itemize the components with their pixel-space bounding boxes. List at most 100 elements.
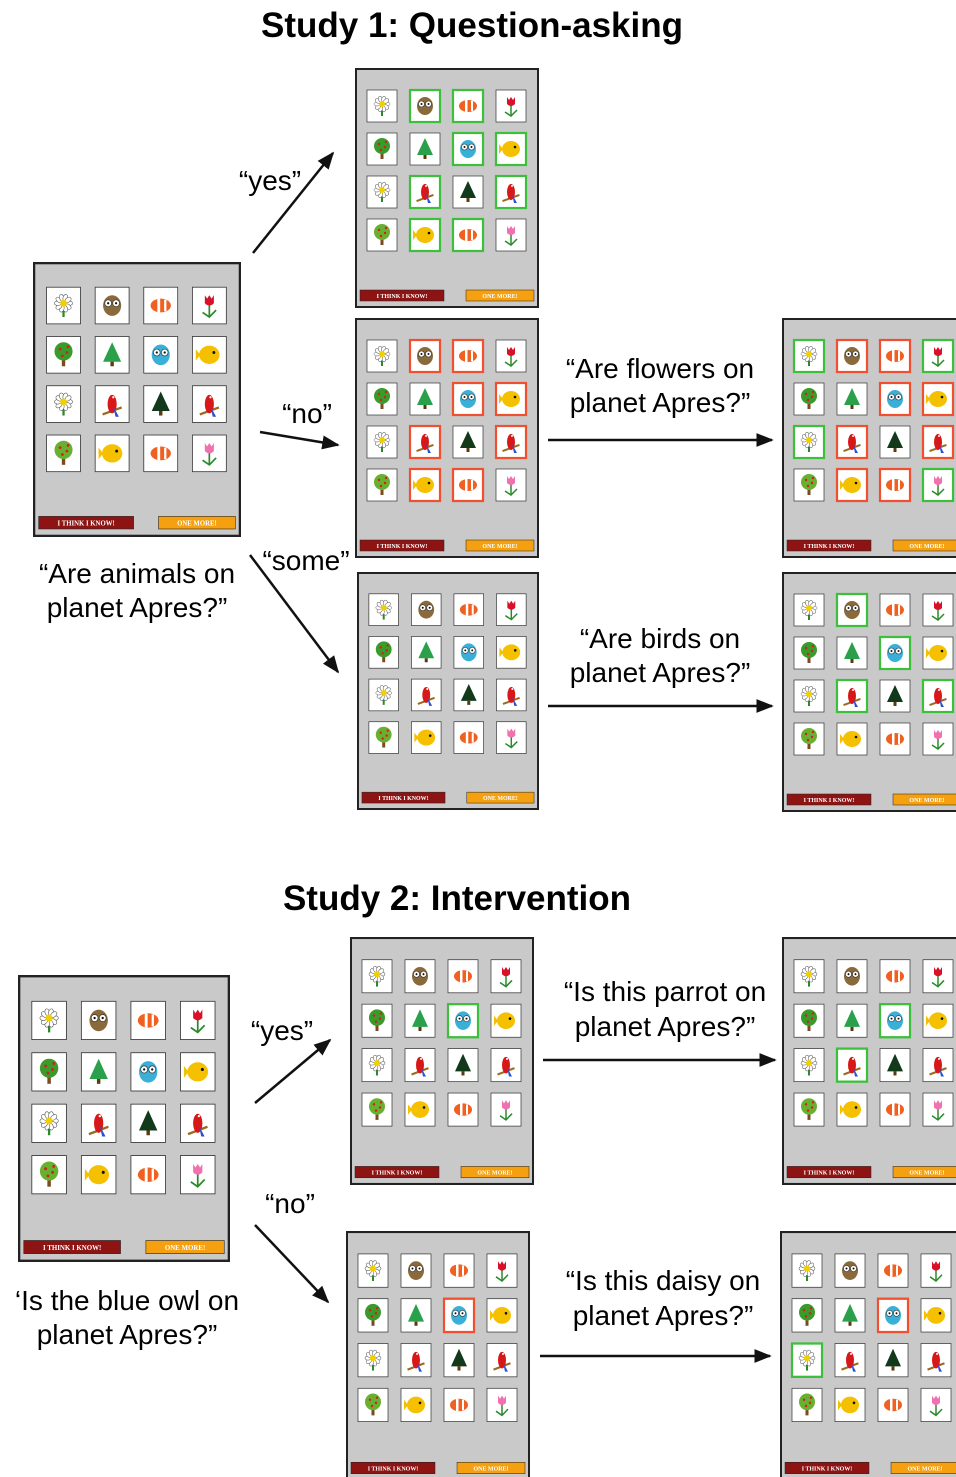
icon-part — [812, 645, 814, 647]
icon-part — [514, 146, 517, 149]
icon-part — [415, 1322, 418, 1326]
icon-part — [811, 736, 813, 738]
icon-part — [381, 605, 387, 611]
button-label: ONE MORE! — [482, 294, 517, 300]
icon-part — [454, 970, 472, 982]
icon-part — [385, 141, 387, 143]
icon-part — [459, 100, 477, 112]
icon-part — [855, 736, 858, 739]
icon-part — [376, 727, 392, 743]
icon-part — [110, 362, 113, 367]
icon-part — [811, 396, 813, 398]
icon-part — [143, 1068, 145, 1070]
icon-part — [848, 353, 850, 355]
icon-part — [467, 701, 470, 705]
icon-part — [851, 405, 854, 409]
button-label: ONE MORE! — [483, 796, 518, 802]
icon-part — [941, 1017, 944, 1020]
icon-part — [151, 299, 171, 313]
icon-part — [138, 1013, 159, 1027]
icon-part — [198, 1115, 200, 1117]
icon-part — [892, 1103, 895, 1115]
icon-part — [936, 1353, 938, 1355]
button-label: ONE MORE! — [473, 1467, 508, 1473]
icon-part — [466, 1104, 468, 1114]
button-label: I THINK I KNOW! — [58, 521, 115, 528]
icon-part — [379, 437, 385, 443]
icon-part — [806, 691, 812, 697]
icon-part — [102, 1017, 104, 1019]
icon-part — [889, 1312, 891, 1314]
button-label: ONE MORE! — [909, 544, 944, 550]
icon-part — [375, 1020, 377, 1022]
icon-part — [465, 100, 468, 112]
branch-label: “some” — [262, 545, 349, 576]
arrow — [255, 1225, 328, 1302]
icon-part — [502, 1353, 504, 1355]
icon-part — [60, 300, 67, 307]
icon-part — [61, 453, 64, 456]
icon-part — [466, 604, 468, 616]
arrow — [255, 1040, 330, 1103]
icon-part — [843, 731, 861, 747]
game-screen: I THINK I KNOW!ONE MORE! — [19, 976, 229, 1261]
icon-part — [801, 728, 817, 744]
icon-part — [855, 973, 857, 975]
icon-part — [423, 973, 425, 975]
icon-part — [376, 641, 392, 657]
icon-part — [471, 351, 473, 361]
follow-up-question: “Is this daisy on — [566, 1265, 761, 1296]
icon-part — [938, 435, 940, 437]
icon-part — [93, 1017, 95, 1019]
button-label: ONE MORE! — [482, 544, 517, 550]
icon-part — [386, 729, 388, 731]
icon-part — [884, 1399, 902, 1412]
icon-part — [462, 1400, 464, 1410]
icon-part — [67, 444, 70, 447]
icon-part — [369, 1009, 385, 1026]
icon-part — [425, 185, 427, 187]
icon-part — [52, 1165, 55, 1168]
icon-part — [852, 435, 854, 437]
game-screen: I THINK I KNOW!ONE MORE! — [351, 938, 533, 1184]
icon-part — [805, 1014, 807, 1016]
icon-part — [384, 232, 386, 234]
button-label: ONE MORE! — [177, 521, 217, 528]
icon-part — [417, 730, 435, 746]
icon-part — [460, 970, 463, 982]
icon-part — [892, 733, 895, 745]
question: ‘Is the blue owl on — [15, 1285, 239, 1316]
icon-part — [846, 1267, 848, 1269]
icon-part — [46, 1014, 53, 1021]
icon-part — [138, 1168, 159, 1182]
icon-part — [892, 1366, 895, 1370]
icon-part — [384, 146, 386, 148]
icon-part — [801, 474, 817, 490]
icon-part — [419, 1402, 422, 1405]
icon-part — [896, 1400, 898, 1410]
icon-part — [843, 1101, 861, 1118]
icon-part — [416, 227, 434, 243]
icon-part — [886, 350, 904, 362]
icon-part — [810, 1396, 812, 1399]
icon-part — [374, 138, 390, 154]
icon-part — [514, 649, 517, 652]
icon-part — [46, 1117, 53, 1124]
icon-part — [145, 1013, 148, 1027]
icon-part — [799, 1394, 815, 1411]
icon-part — [898, 351, 900, 361]
icon-part — [848, 973, 850, 975]
icon-part — [60, 398, 67, 405]
icon-part — [898, 734, 900, 744]
icon-part — [386, 644, 388, 646]
icon-part — [115, 302, 117, 304]
icon-part — [471, 101, 473, 111]
question: planet Apres?” — [37, 1319, 218, 1350]
icon-part — [806, 351, 812, 357]
button-label: I THINK I KNOW! — [802, 1467, 853, 1473]
icon-part — [497, 1012, 515, 1029]
icon-part — [938, 1058, 940, 1060]
icon-part — [805, 647, 807, 649]
icon-part — [850, 1353, 852, 1355]
icon-part — [40, 1162, 58, 1181]
